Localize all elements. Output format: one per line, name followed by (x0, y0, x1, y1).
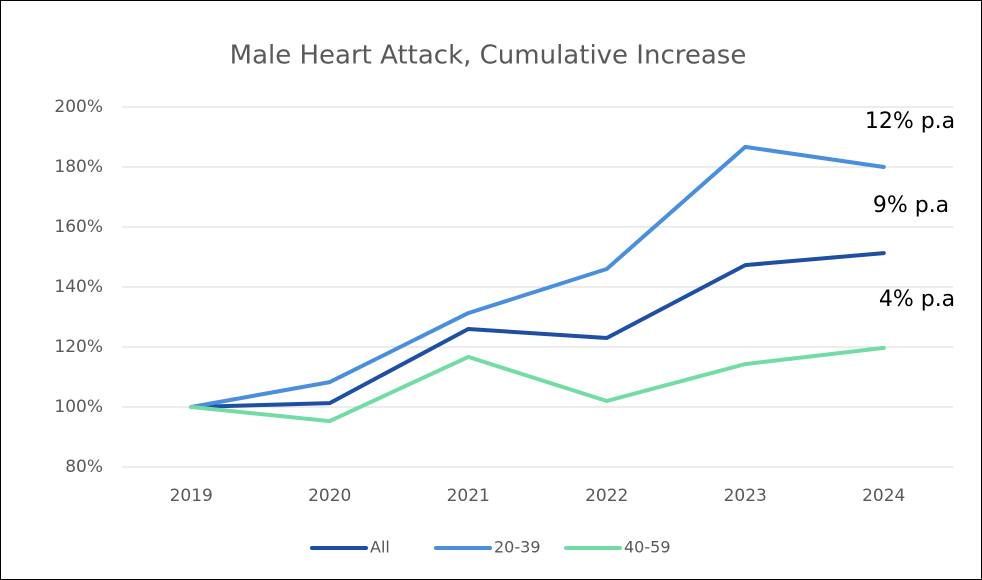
legend-label: All (370, 538, 390, 557)
annotation: 4% p.a (879, 287, 955, 312)
x-tick-label: 2019 (170, 486, 213, 506)
x-tick-label: 2021 (447, 486, 490, 506)
y-tick-label: 180% (54, 157, 103, 177)
x-tick-label: 2023 (724, 486, 767, 506)
series-line (189, 345, 886, 424)
legend-label: 20-39 (494, 538, 541, 557)
x-tick-label: 2022 (585, 486, 628, 506)
series-line (189, 144, 886, 409)
chart-title: Male Heart Attack, Cumulative Increase (230, 41, 747, 71)
y-tick-label: 140% (54, 277, 103, 297)
y-tick-label: 80% (65, 457, 103, 477)
annotation: 12% p.a (865, 109, 955, 134)
legend-label: 40-59 (624, 538, 671, 557)
x-tick-label: 2024 (862, 486, 905, 506)
annotation: 9% p.a (873, 193, 949, 218)
x-tick-label: 2020 (308, 486, 351, 506)
y-tick-label: 160% (54, 217, 103, 237)
y-tick-label: 120% (54, 337, 103, 357)
y-tick-label: 200% (54, 97, 103, 117)
y-tick-label: 100% (54, 397, 103, 417)
series-line (189, 251, 886, 409)
